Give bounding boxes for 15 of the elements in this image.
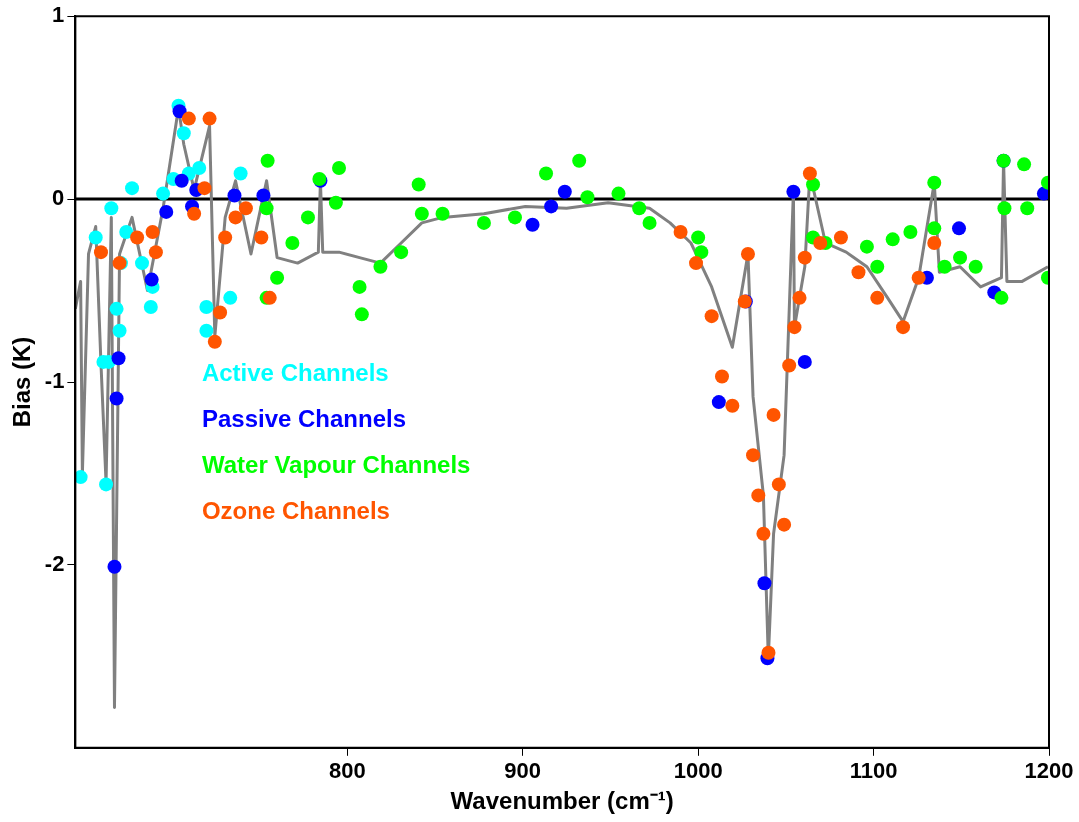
- series-label: Active Channels: [201, 359, 389, 387]
- y-tick-label: 0: [52, 185, 65, 211]
- y-tick-label: -2: [44, 550, 65, 576]
- text: Passive Channels: [201, 405, 407, 433]
- x-tick-label: 1000: [673, 758, 723, 784]
- y-tick-label: 1: [52, 2, 65, 28]
- y-axis-title: Bias (K): [8, 336, 36, 428]
- x-axis-title: Wavenumber (cm⁻¹): [450, 787, 674, 815]
- text: Ozone Channels: [201, 497, 390, 525]
- x-tick-label: 900: [504, 758, 542, 784]
- x-tick-label: 800: [328, 758, 366, 784]
- y-tick-label: -1: [44, 368, 65, 394]
- text: Water Vapour Channels: [201, 451, 471, 479]
- x-tick-label: 1200: [1024, 758, 1074, 784]
- x-tick-label: 1100: [849, 758, 898, 784]
